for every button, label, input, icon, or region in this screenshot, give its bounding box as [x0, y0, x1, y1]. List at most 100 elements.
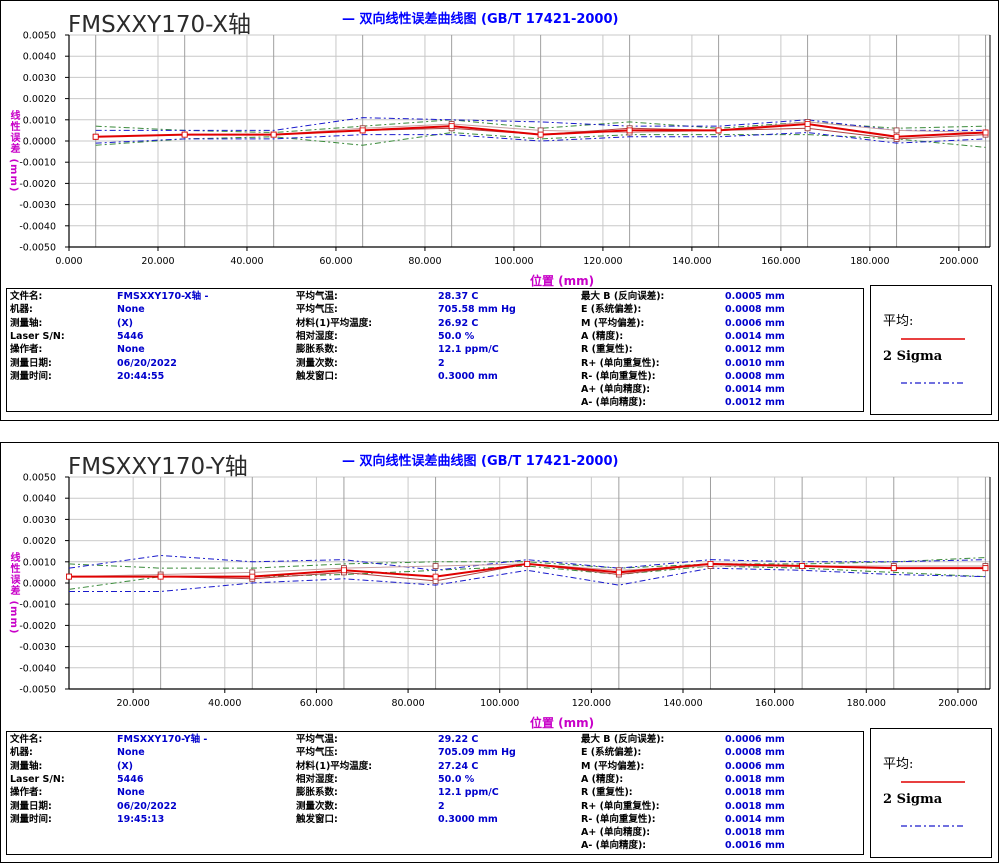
data-point-mean	[181, 131, 188, 138]
x-tick-label: 20.000	[141, 256, 174, 267]
info-value: 0.0008 mm	[725, 370, 785, 382]
series-upper_green	[95, 119, 986, 134]
info-key: 触发窗口:	[296, 813, 338, 825]
info-key: 材料(1)平均温度:	[296, 317, 373, 329]
info-key: R- (单向重复性):	[581, 813, 656, 825]
info-value: 0.0018 mm	[725, 773, 785, 785]
x-tick-label: 140.000	[663, 698, 702, 709]
info-key: R+ (单向重复性):	[581, 800, 660, 812]
info-key: 膨胀系数:	[296, 344, 338, 356]
plot-area: 0.0050 0.0040 0.0030 0.0020 0.0010 0.0000 -0.0…	[19, 31, 991, 267]
x-tick-label: 60.000	[300, 698, 333, 709]
y-tick-label: 0.0040	[23, 494, 56, 505]
data-point-mean	[890, 565, 897, 572]
y-tick-label: 0.0020	[23, 536, 56, 547]
info-key: 操作者:	[10, 344, 43, 356]
info-value: 27.24 C	[438, 760, 479, 772]
info-value: 0.0008 mm	[725, 304, 785, 316]
info-key: 相对湿度:	[296, 330, 338, 342]
info-value: 12.1 ppm/C	[438, 344, 499, 356]
y-tick-label: -0.0010	[19, 600, 56, 611]
legend-mean-swatch	[901, 781, 965, 783]
info-value: 29.22 C	[438, 734, 479, 745]
legend-mean-swatch	[901, 338, 965, 340]
info-value: 0.0012 mm	[725, 344, 785, 356]
info-key: 测量时间:	[10, 370, 52, 382]
info-key: 相对湿度:	[296, 773, 338, 785]
series-upper_blue	[68, 554, 986, 571]
x-tick-label: 200.000	[938, 698, 977, 709]
info-key: 文件名:	[10, 291, 43, 302]
info-value: 0.0014 mm	[725, 384, 785, 396]
x-tick-label: 20.000	[117, 698, 150, 709]
x-tick-label: 180.000	[850, 256, 889, 267]
info-value: 0.3000 mm	[438, 370, 498, 382]
legend-mean-label: 平均:	[883, 314, 914, 329]
info-value: 0.0005 mm	[725, 291, 785, 302]
info-value: 705.58 mm Hg	[438, 304, 516, 316]
y-axis-label: 线性误差 (mm)	[8, 110, 19, 193]
info-value: None	[117, 747, 145, 759]
x-tick-label: 80.000	[391, 698, 424, 709]
x-axis-label: 位置 (mm)	[530, 716, 595, 730]
info-key: E (系统偏差):	[581, 304, 642, 316]
info-value: 50.0 %	[438, 330, 475, 342]
series-lower_green	[68, 565, 986, 590]
info-key: 测量时间:	[10, 813, 52, 825]
info-value: 0.0014 mm	[725, 330, 785, 342]
data-point-mean	[432, 573, 439, 580]
info-key: A+ (单向精度):	[581, 827, 651, 839]
x-tick-label: 120.000	[572, 698, 611, 709]
info-value: 50.0 %	[438, 773, 475, 785]
x-tick-label: 40.000	[208, 698, 241, 709]
data-point-mean	[359, 127, 366, 134]
data-point-mean	[66, 573, 72, 580]
info-key: 平均气温:	[296, 291, 338, 302]
info-value: 0.0014 mm	[725, 813, 785, 825]
info-value: 12.1 ppm/C	[438, 787, 499, 799]
info-value: 19:45:13	[117, 813, 165, 825]
info-value: (X)	[117, 760, 134, 772]
info-value: 0.0018 mm	[725, 800, 785, 812]
info-value: 26.92 C	[438, 317, 479, 329]
data-point-mean	[707, 561, 714, 567]
info-value: 0.0012 mm	[725, 397, 785, 409]
info-key: 机器:	[10, 747, 33, 759]
y-tick-label: 0.0020	[23, 94, 56, 105]
info-value: 06/20/2022	[117, 800, 177, 812]
info-value: (X)	[117, 317, 134, 329]
info-key: A (精度):	[581, 330, 624, 342]
legend-mean-label: 平均:	[883, 757, 914, 772]
info-key: 测量日期:	[10, 800, 52, 812]
x-tick-label: 120.000	[583, 256, 622, 267]
info-key: 测量日期:	[10, 357, 52, 369]
info-value: 0.0006 mm	[725, 734, 785, 745]
chart-title: — 双向线性误差曲线图 (GB/T 17421-2000)	[342, 454, 619, 469]
info-value: None	[117, 787, 145, 799]
data-point-mean	[448, 123, 455, 130]
info-value: 28.37 C	[438, 291, 479, 302]
info-value: 0.0006 mm	[725, 317, 785, 329]
y-tick-label: 0.0010	[23, 115, 56, 126]
info-key: R (重复性):	[581, 787, 633, 799]
info-value: None	[117, 344, 145, 356]
info-value: 5446	[117, 330, 144, 342]
x-tick-label: 0.000	[55, 256, 82, 267]
info-key: M (平均偏差):	[581, 760, 645, 772]
info-key: E (系统偏差):	[581, 747, 642, 759]
y-tick-label: 0.0030	[23, 73, 56, 84]
data-point-forward	[432, 563, 439, 569]
legend-sigma-swatch	[901, 382, 965, 384]
info-value: 2	[438, 357, 445, 369]
y-tick-label: -0.0020	[19, 621, 56, 632]
y-tick-label: -0.0010	[19, 158, 56, 169]
axis-name: FMSXXY170-Y轴	[68, 454, 248, 480]
data-point-mean	[157, 573, 164, 580]
x-tick-label: 80.000	[408, 256, 441, 267]
info-value: 20:44:55	[117, 370, 165, 382]
legend: 平均: 2 Sigma	[870, 285, 992, 415]
x-tick-label: 160.000	[761, 256, 800, 267]
info-key: 测量轴:	[10, 317, 43, 329]
x-tick-label: 180.000	[847, 698, 886, 709]
data-point-mean	[982, 129, 989, 136]
